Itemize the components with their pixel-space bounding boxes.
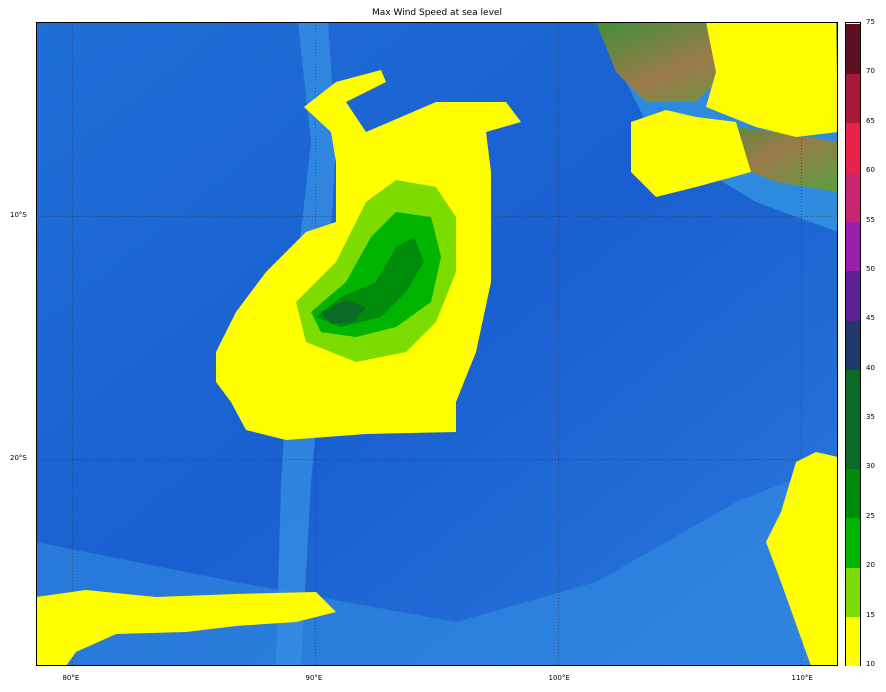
lat-tick-label: 10°S <box>10 211 27 220</box>
colorbar-tick-label: 25 <box>866 511 875 520</box>
colorbar-bin <box>846 369 860 420</box>
colorbar-tick-label: 75 <box>866 18 875 26</box>
colorbar-tick-label: 35 <box>866 413 875 422</box>
colorbar-bin <box>846 73 860 124</box>
lon-tick-label: 110°E <box>791 674 813 682</box>
colorbar-tick-label: 15 <box>866 610 875 619</box>
colorbar-tick-label: 10 <box>866 660 875 668</box>
colorbar-tick-label: 40 <box>866 363 875 372</box>
lon-tick-label: 80°E <box>62 674 80 682</box>
wind-10-15-java <box>631 110 751 197</box>
colorbar-bin <box>846 270 860 321</box>
colorbar-tick-label: 70 <box>866 67 875 76</box>
colorbar-tick-label: 20 <box>866 561 875 570</box>
wind-swath <box>36 22 838 666</box>
colorbar-bin <box>846 221 860 272</box>
wind-10-15-northeast <box>706 22 838 137</box>
colorbar-tick-label: 55 <box>866 215 875 224</box>
colorbar-tick-label: 65 <box>866 116 875 125</box>
colorbar-tick-label: 30 <box>866 462 875 471</box>
colorbar <box>845 22 861 667</box>
wind-10-15-southwest <box>36 590 336 666</box>
colorbar-bin <box>846 567 860 618</box>
colorbar-tick-label: 50 <box>866 264 875 273</box>
colorbar-bin <box>846 172 860 223</box>
map-title: Max Wind Speed at sea level <box>372 8 502 18</box>
colorbar-bin <box>846 122 860 173</box>
colorbar-bin <box>846 320 860 371</box>
map-frame <box>36 22 838 666</box>
lat-tick-label: 20°S <box>10 454 27 463</box>
wind-30-35 <box>321 300 366 324</box>
wind-10-15-southeast <box>766 452 838 666</box>
colorbar-bin <box>846 419 860 469</box>
colorbar-tick-label: 45 <box>866 314 875 323</box>
colorbar-tick-label: 60 <box>866 166 875 175</box>
colorbar-bin <box>846 468 860 519</box>
colorbar-bin <box>846 24 860 74</box>
lon-tick-label: 90°E <box>305 674 323 682</box>
colorbar-bin <box>846 517 860 568</box>
lon-tick-label: 100°E <box>548 674 570 682</box>
colorbar-bin <box>846 616 860 667</box>
map-plot <box>36 22 838 666</box>
